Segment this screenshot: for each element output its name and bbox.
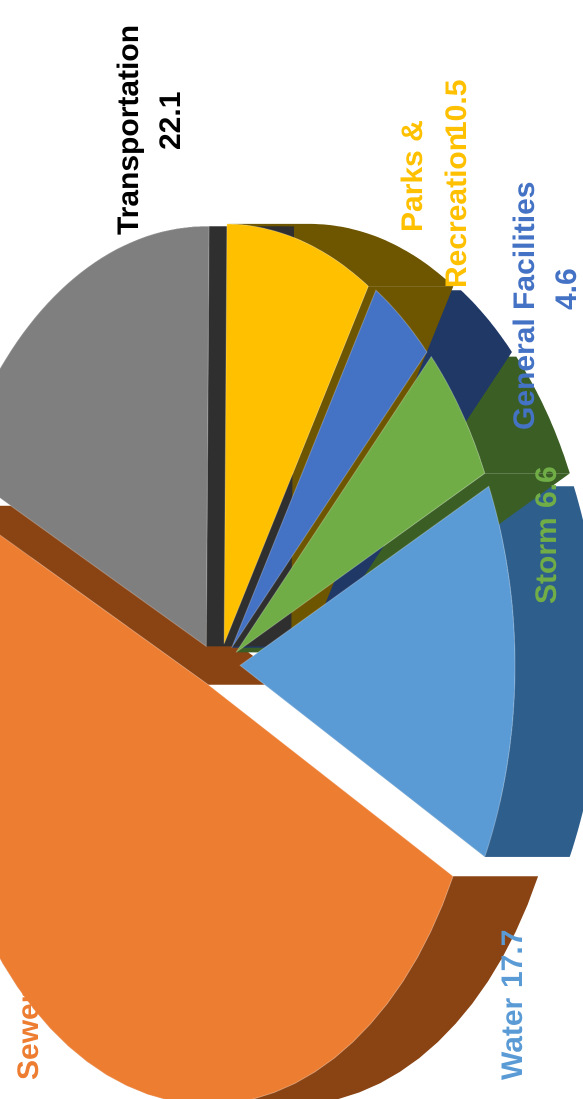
- label-parks-line2: Recreation: [440, 133, 473, 288]
- label-storm-name: Storm: [530, 517, 563, 604]
- label-general-name: General Facilities: [508, 182, 541, 430]
- label-general-value: 4.6: [550, 268, 583, 310]
- pie-slice-water: [239, 485, 516, 858]
- pie-slice-side-parks-recreation: [226, 223, 454, 287]
- pie-slice-transportation: [0, 225, 210, 648]
- pie-slices: [0, 223, 583, 1099]
- label-water-value: 17.7: [496, 930, 529, 988]
- label-water-name: Water: [496, 997, 529, 1080]
- pie-slice-sewer: [0, 534, 454, 1099]
- pie-slice-side-water: [484, 486, 583, 857]
- pie-slice-general-facilities: [231, 289, 428, 649]
- label-transportation-value: 22.1: [154, 92, 187, 150]
- label-storm-value: 6.6: [530, 466, 563, 508]
- label-parks-line1: Parks &: [396, 120, 429, 232]
- label-parks-value: 10.5: [440, 80, 473, 138]
- pie-slice-storm: [235, 355, 486, 653]
- label-transportation-name: Transportation: [112, 25, 145, 235]
- label-sewer-value: 60.2: [12, 922, 45, 980]
- pie-slice-parks-recreation: [223, 223, 369, 645]
- label-sewer-name: Sewer: [12, 991, 45, 1080]
